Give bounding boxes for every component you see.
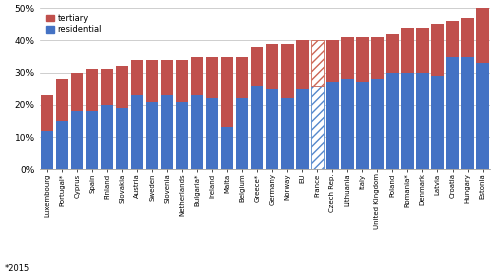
Bar (356, 37, 369, 82)
Bar (191, 95, 203, 169)
Bar (341, 79, 353, 169)
Bar (431, 76, 444, 169)
Bar (221, 127, 234, 169)
Bar (116, 66, 128, 108)
Bar (281, 44, 294, 98)
Bar (476, 8, 489, 63)
Text: *2015: *2015 (5, 264, 30, 273)
Bar (206, 57, 218, 98)
Bar (311, 85, 324, 169)
Bar (281, 98, 294, 169)
Bar (161, 60, 173, 95)
Bar (71, 73, 83, 111)
Bar (446, 57, 459, 169)
Bar (356, 82, 369, 169)
Bar (56, 121, 68, 169)
Bar (371, 37, 384, 79)
Bar (101, 69, 113, 105)
Bar (41, 95, 53, 130)
Bar (401, 28, 414, 73)
Bar (416, 73, 429, 169)
Bar (131, 95, 144, 169)
Legend: tertiary, residential: tertiary, residential (46, 14, 102, 34)
Bar (386, 34, 398, 73)
Bar (326, 82, 339, 169)
Bar (221, 57, 234, 127)
Bar (86, 69, 99, 111)
Bar (71, 111, 83, 169)
Bar (206, 98, 218, 169)
Bar (446, 21, 459, 57)
Bar (86, 111, 99, 169)
Bar (341, 37, 353, 79)
Bar (476, 63, 489, 169)
Bar (431, 24, 444, 76)
Bar (146, 102, 158, 169)
Bar (296, 89, 308, 169)
Bar (251, 47, 263, 85)
Bar (101, 105, 113, 169)
Bar (236, 57, 248, 98)
Bar (161, 95, 173, 169)
Bar (266, 89, 279, 169)
Bar (461, 57, 474, 169)
Bar (401, 73, 414, 169)
Bar (386, 73, 398, 169)
Bar (191, 57, 203, 95)
Bar (41, 130, 53, 169)
Bar (266, 44, 279, 89)
Bar (416, 28, 429, 73)
Bar (131, 60, 144, 95)
Bar (146, 60, 158, 102)
Bar (236, 98, 248, 169)
Bar (176, 60, 189, 102)
Bar (371, 79, 384, 169)
Bar (116, 108, 128, 169)
Bar (311, 40, 324, 85)
Bar (176, 102, 189, 169)
Bar (461, 18, 474, 57)
Bar (326, 40, 339, 82)
Bar (56, 79, 68, 121)
Bar (251, 85, 263, 169)
Bar (296, 40, 308, 89)
